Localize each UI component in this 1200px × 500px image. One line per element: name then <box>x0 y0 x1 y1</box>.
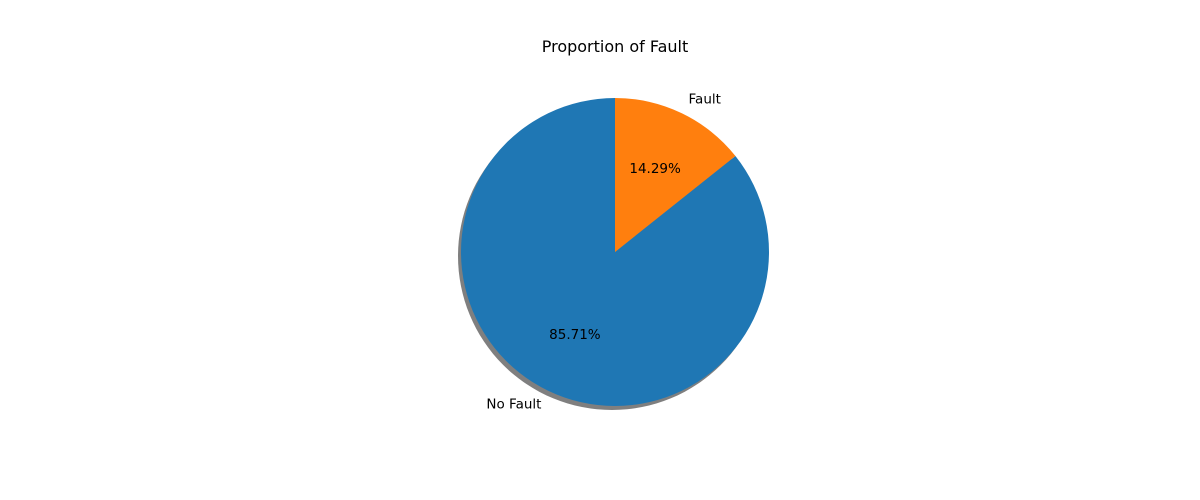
pie-slice-fault <box>615 98 736 252</box>
slice-label: Fault <box>689 91 721 107</box>
chart-title: Proportion of Fault <box>542 37 689 56</box>
slice-percent-label: 85.71% <box>549 327 601 343</box>
slice-percent-label: 14.29% <box>629 161 681 177</box>
pie-slices <box>461 98 769 406</box>
pie-labels: No Fault 85.71% Fault 14.29% <box>486 91 721 412</box>
slice-label: No Fault <box>486 397 541 413</box>
